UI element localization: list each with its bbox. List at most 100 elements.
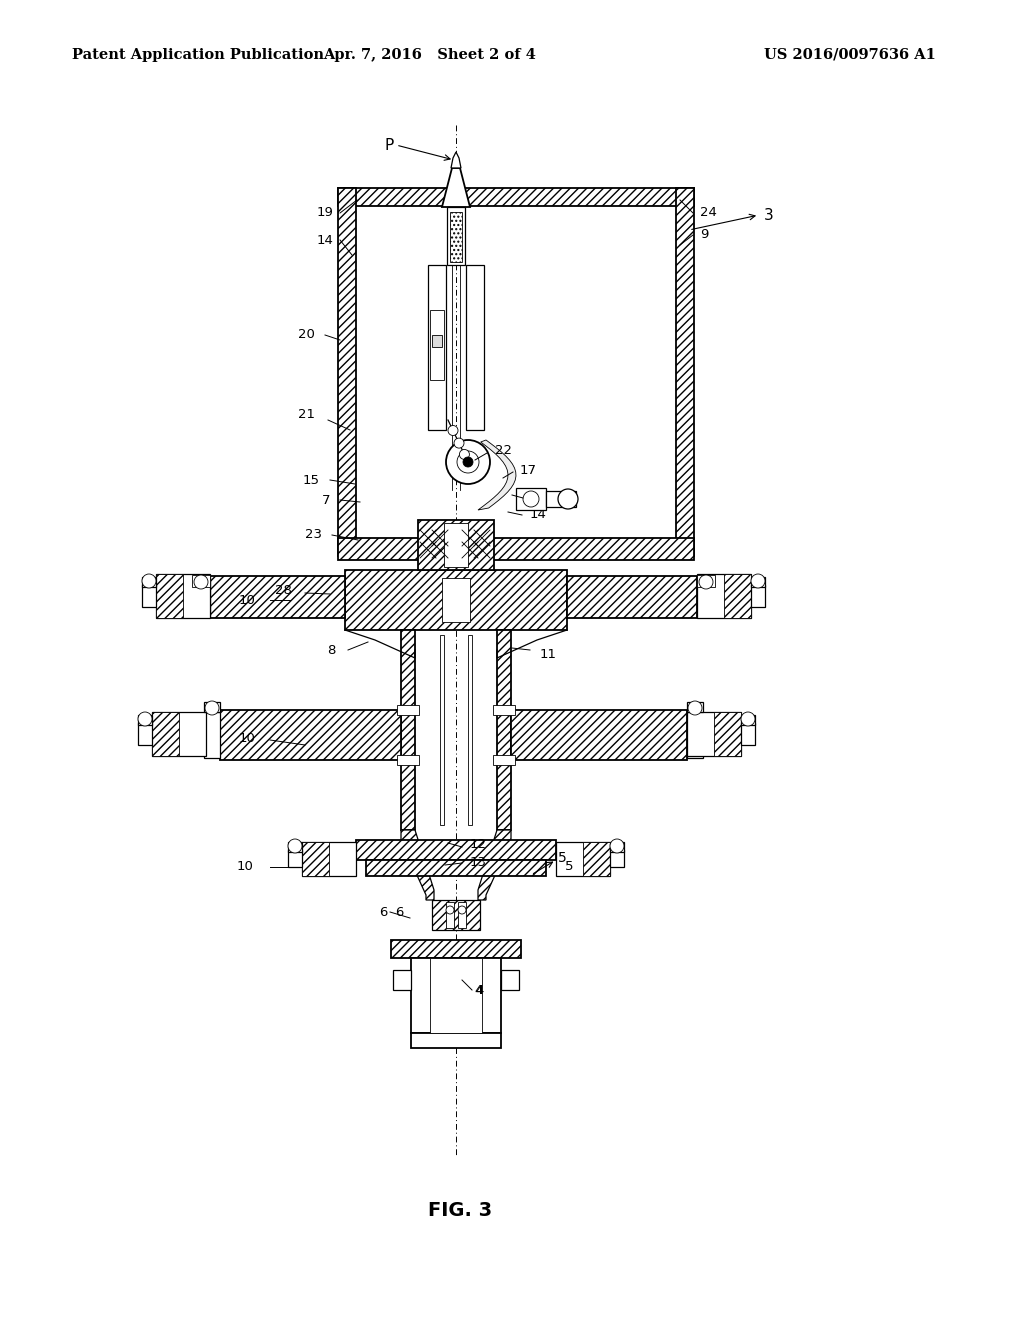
Polygon shape — [444, 523, 468, 568]
Polygon shape — [516, 488, 546, 510]
Text: Patent Application Publication: Patent Application Publication — [72, 48, 324, 62]
Polygon shape — [142, 585, 156, 607]
Polygon shape — [138, 723, 152, 744]
Polygon shape — [583, 842, 610, 876]
Polygon shape — [451, 152, 461, 168]
Circle shape — [288, 840, 302, 853]
Polygon shape — [430, 310, 444, 380]
Polygon shape — [210, 576, 345, 618]
Polygon shape — [411, 1034, 501, 1048]
Text: 14: 14 — [316, 234, 333, 247]
Text: 3: 3 — [764, 207, 774, 223]
Text: 16: 16 — [530, 491, 547, 504]
Polygon shape — [338, 187, 356, 556]
Text: 8: 8 — [328, 644, 336, 656]
Circle shape — [449, 425, 458, 436]
Text: 5: 5 — [565, 861, 573, 874]
Text: FIG. 3: FIG. 3 — [428, 1200, 493, 1220]
Polygon shape — [697, 576, 715, 587]
Text: 20: 20 — [298, 329, 315, 342]
Polygon shape — [193, 576, 210, 587]
Polygon shape — [458, 902, 466, 928]
Polygon shape — [345, 570, 567, 630]
Circle shape — [523, 491, 539, 507]
Text: 10: 10 — [239, 731, 255, 744]
Polygon shape — [497, 630, 511, 830]
Polygon shape — [220, 710, 401, 760]
Text: 15: 15 — [303, 474, 319, 487]
Circle shape — [138, 711, 152, 726]
Polygon shape — [478, 830, 511, 900]
Circle shape — [460, 449, 469, 459]
Text: P: P — [385, 137, 394, 153]
Polygon shape — [676, 187, 694, 556]
Text: 5: 5 — [558, 851, 566, 865]
Polygon shape — [447, 207, 465, 265]
Polygon shape — [468, 635, 472, 825]
Polygon shape — [610, 850, 624, 867]
Text: 7: 7 — [322, 494, 330, 507]
Circle shape — [194, 576, 208, 589]
Circle shape — [463, 457, 473, 467]
Text: 19: 19 — [316, 206, 333, 219]
Text: 10: 10 — [237, 861, 253, 874]
Polygon shape — [393, 970, 411, 990]
Text: 6: 6 — [395, 906, 403, 919]
Polygon shape — [156, 574, 183, 618]
Polygon shape — [193, 578, 210, 616]
Circle shape — [446, 906, 454, 913]
Text: 4: 4 — [475, 983, 483, 997]
Text: 10: 10 — [239, 594, 255, 606]
Polygon shape — [610, 842, 624, 851]
Polygon shape — [418, 520, 494, 570]
Text: 4: 4 — [474, 983, 482, 997]
Polygon shape — [401, 630, 415, 830]
Polygon shape — [440, 635, 444, 825]
Polygon shape — [338, 539, 694, 560]
Text: 17: 17 — [520, 463, 537, 477]
Text: 9: 9 — [700, 228, 709, 242]
Polygon shape — [204, 702, 220, 711]
Polygon shape — [401, 830, 434, 900]
Circle shape — [446, 440, 490, 484]
Circle shape — [205, 701, 219, 715]
Polygon shape — [397, 755, 419, 766]
Polygon shape — [751, 577, 765, 587]
Polygon shape — [411, 958, 501, 1034]
Text: 12: 12 — [470, 838, 487, 851]
Text: 24: 24 — [700, 206, 717, 219]
Polygon shape — [511, 710, 687, 760]
Polygon shape — [687, 711, 703, 758]
Text: 23: 23 — [305, 528, 322, 541]
Circle shape — [741, 711, 755, 726]
Text: 6: 6 — [380, 906, 388, 919]
Circle shape — [457, 451, 479, 473]
Polygon shape — [556, 842, 610, 876]
Polygon shape — [288, 850, 302, 867]
Polygon shape — [741, 723, 755, 744]
Polygon shape — [338, 187, 694, 206]
Polygon shape — [493, 705, 515, 715]
Polygon shape — [687, 702, 703, 711]
Polygon shape — [356, 840, 556, 861]
Polygon shape — [302, 842, 329, 876]
Circle shape — [610, 840, 624, 853]
Polygon shape — [204, 711, 220, 758]
Circle shape — [688, 701, 702, 715]
Polygon shape — [478, 440, 516, 510]
Text: 13: 13 — [470, 855, 487, 869]
Polygon shape — [493, 755, 515, 766]
Text: 22: 22 — [495, 444, 512, 457]
Polygon shape — [442, 168, 470, 207]
Polygon shape — [751, 585, 765, 607]
Polygon shape — [428, 265, 446, 430]
Text: 28: 28 — [275, 583, 292, 597]
Polygon shape — [724, 574, 751, 618]
Polygon shape — [501, 970, 519, 990]
Polygon shape — [446, 902, 454, 928]
Polygon shape — [366, 861, 546, 876]
Polygon shape — [152, 711, 206, 756]
Polygon shape — [142, 577, 156, 587]
Polygon shape — [432, 900, 480, 931]
Polygon shape — [156, 574, 210, 618]
